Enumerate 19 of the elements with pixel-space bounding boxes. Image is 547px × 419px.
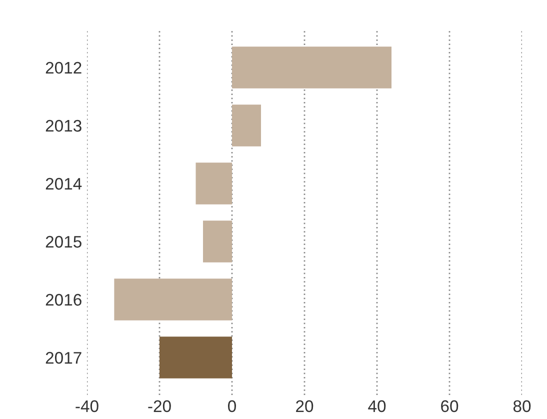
y-tick-label: 2014 [46, 178, 82, 190]
x-tick-label: -40 [76, 400, 98, 412]
y-tick-label: 2016 [46, 294, 82, 306]
bar [232, 46, 392, 88]
x-tick-label: 80 [513, 400, 531, 412]
x-tick-label: 60 [441, 400, 458, 412]
x-tick-label: 0 [228, 400, 236, 412]
y-tick-label: 2013 [46, 120, 82, 132]
x-tick-label: -20 [148, 400, 171, 412]
y-tick-label: 2015 [46, 236, 82, 248]
x-tick-label: 20 [296, 400, 314, 412]
bar [232, 104, 261, 146]
y-tick-label: 2017 [46, 352, 82, 364]
bar [196, 162, 232, 204]
bar [203, 220, 232, 262]
x-tick-label: 40 [368, 400, 386, 412]
bar [114, 278, 232, 320]
bar [160, 336, 232, 378]
y-tick-label: 2012 [46, 62, 82, 74]
